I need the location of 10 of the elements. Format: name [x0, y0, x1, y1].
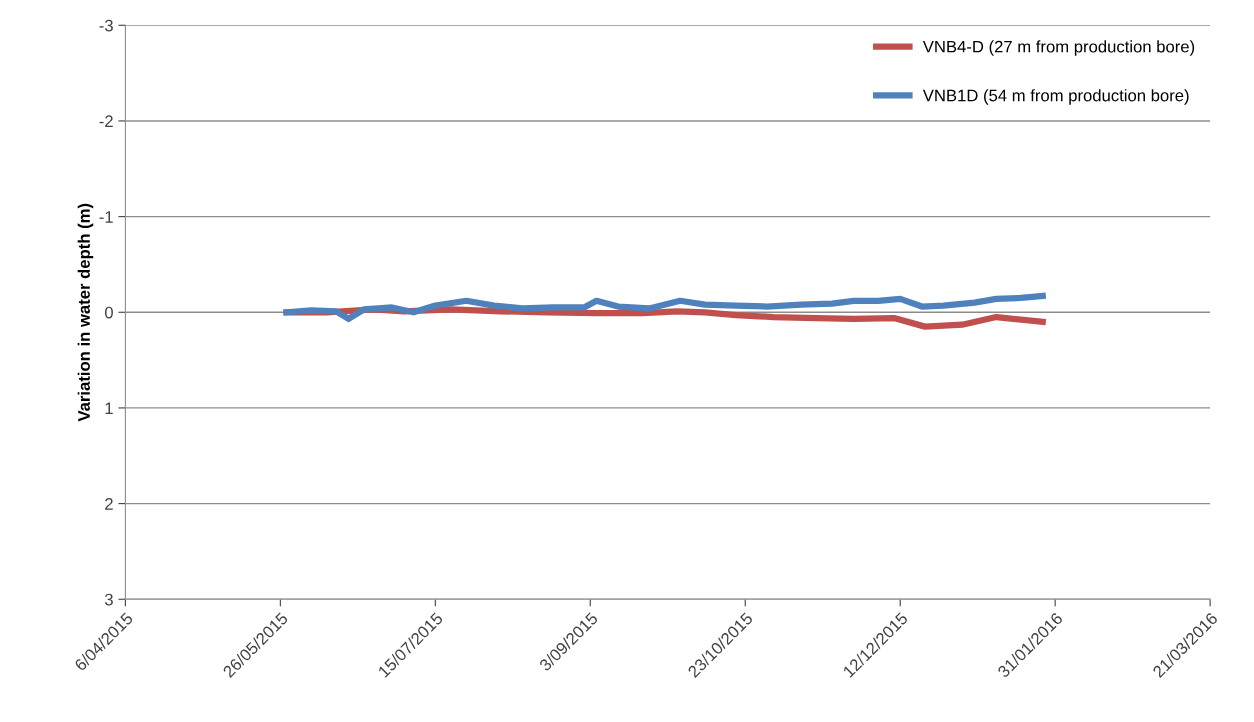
y-tick-label: -3 — [99, 19, 113, 32]
y-tick-label: -1 — [99, 211, 113, 223]
y-tick-label: -2 — [99, 115, 113, 127]
y-axis-title: Variation in water depth (m) — [77, 203, 94, 422]
y-tick-label: 3 — [104, 593, 113, 606]
y-tick-label: 2 — [105, 498, 113, 510]
y-tick-label: 0 — [104, 306, 113, 319]
legend-label: VNB1D (54 m from production bore) — [922, 89, 1189, 105]
y-tick-label: 1 — [105, 402, 113, 414]
legend-label: VNB4-D (27 m from production bore) — [922, 40, 1195, 56]
